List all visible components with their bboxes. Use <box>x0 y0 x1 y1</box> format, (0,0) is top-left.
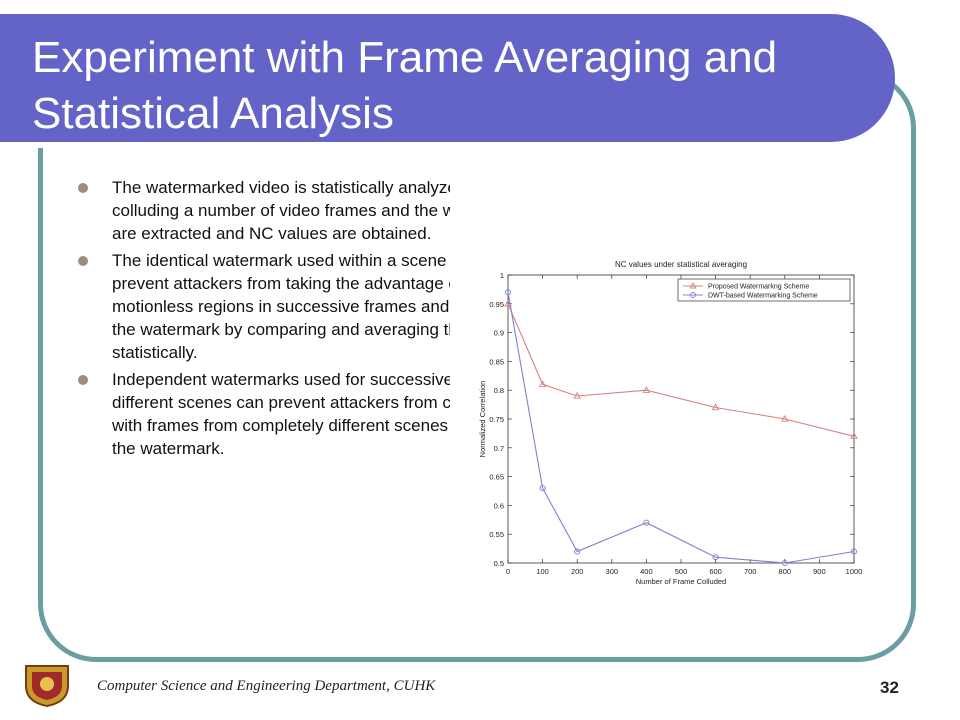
y-tick-label: 0.8 <box>494 386 504 395</box>
x-tick-label: 600 <box>709 567 722 576</box>
x-tick-label: 100 <box>536 567 549 576</box>
bullet-text: The identical watermark used within a sc… <box>112 251 450 362</box>
x-tick-label: 1000 <box>846 567 863 576</box>
x-tick-label: 300 <box>606 567 619 576</box>
series-1-point <box>573 391 581 399</box>
x-tick-label: 400 <box>640 567 653 576</box>
series-1-point <box>781 414 789 422</box>
y-tick-label: 0.95 <box>489 300 504 309</box>
series-2-point <box>539 485 546 492</box>
bullet-icon <box>78 183 88 193</box>
y-tick-label: 0.55 <box>489 530 504 539</box>
bullet-icon <box>78 256 88 266</box>
university-crest-icon <box>25 665 69 708</box>
y-axis-label: Normalized Correlation <box>478 381 487 458</box>
y-tick-label: 0.5 <box>494 559 504 568</box>
legend-label-1: Proposed Watermarkng Scheme <box>708 284 809 291</box>
x-tick-label: 500 <box>675 567 688 576</box>
series-2-point <box>781 559 788 567</box>
series-2-point <box>504 289 512 296</box>
x-tick-label: 200 <box>571 567 584 576</box>
legend-box <box>677 278 851 302</box>
bullet-item: Independent watermarks used for successi… <box>78 368 450 460</box>
chart-title: NC values under statistical averaging <box>615 260 747 269</box>
bullet-text: The watermarked video is statistically a… <box>112 178 450 243</box>
legend-label-2: DWT-based Watermarking Scheme <box>708 293 818 300</box>
y-tick-label: 1 <box>500 271 504 280</box>
series-2-point <box>850 548 858 555</box>
plot-area <box>507 274 855 564</box>
series-2-point <box>574 548 581 555</box>
y-tick-label: 0.7 <box>494 444 504 453</box>
bullet-item: The watermarked video is statistically a… <box>78 176 450 245</box>
legend-marker-1 <box>689 282 697 289</box>
y-tick-label: 0.9 <box>494 329 504 338</box>
slide-title: Experiment with Frame Averaging and Stat… <box>32 33 778 138</box>
footer-department: Computer Science and Engineering Departm… <box>97 678 436 694</box>
series-1-point <box>850 432 858 439</box>
nc-line-chart: NC values under statistical averaging Num… <box>478 260 863 586</box>
x-axis-label: Number of Frame Colluded <box>636 577 726 586</box>
bullet-item: The identical watermark used within a sc… <box>78 249 450 364</box>
title-underline <box>0 142 848 148</box>
series-1-point <box>538 380 547 388</box>
x-tick-label: 900 <box>813 567 826 576</box>
y-tick-label: 0.85 <box>489 357 504 366</box>
series-line-1 <box>507 303 855 437</box>
y-tick-label: 0.75 <box>489 415 504 424</box>
title-bar: Experiment with Frame Averaging and Stat… <box>0 14 895 148</box>
y-tick-label: 0.6 <box>494 501 504 510</box>
legend-marker-2 <box>690 292 696 298</box>
series-1-point <box>711 403 720 411</box>
x-tick-label: 800 <box>779 567 792 576</box>
bullet-list: The watermarked video is statistically a… <box>78 176 450 626</box>
page-number: 32 <box>880 678 899 697</box>
series-2-point <box>712 554 719 561</box>
x-tick-label: 0 <box>506 567 510 576</box>
series-2-point <box>643 519 650 526</box>
bullet-icon <box>78 375 88 385</box>
bullet-text: Independent watermarks used for successi… <box>112 370 450 458</box>
series-1-point <box>642 386 651 393</box>
series-line-2 <box>507 292 855 564</box>
x-tick-label: 700 <box>744 567 757 576</box>
y-tick-label: 0.65 <box>489 473 504 482</box>
